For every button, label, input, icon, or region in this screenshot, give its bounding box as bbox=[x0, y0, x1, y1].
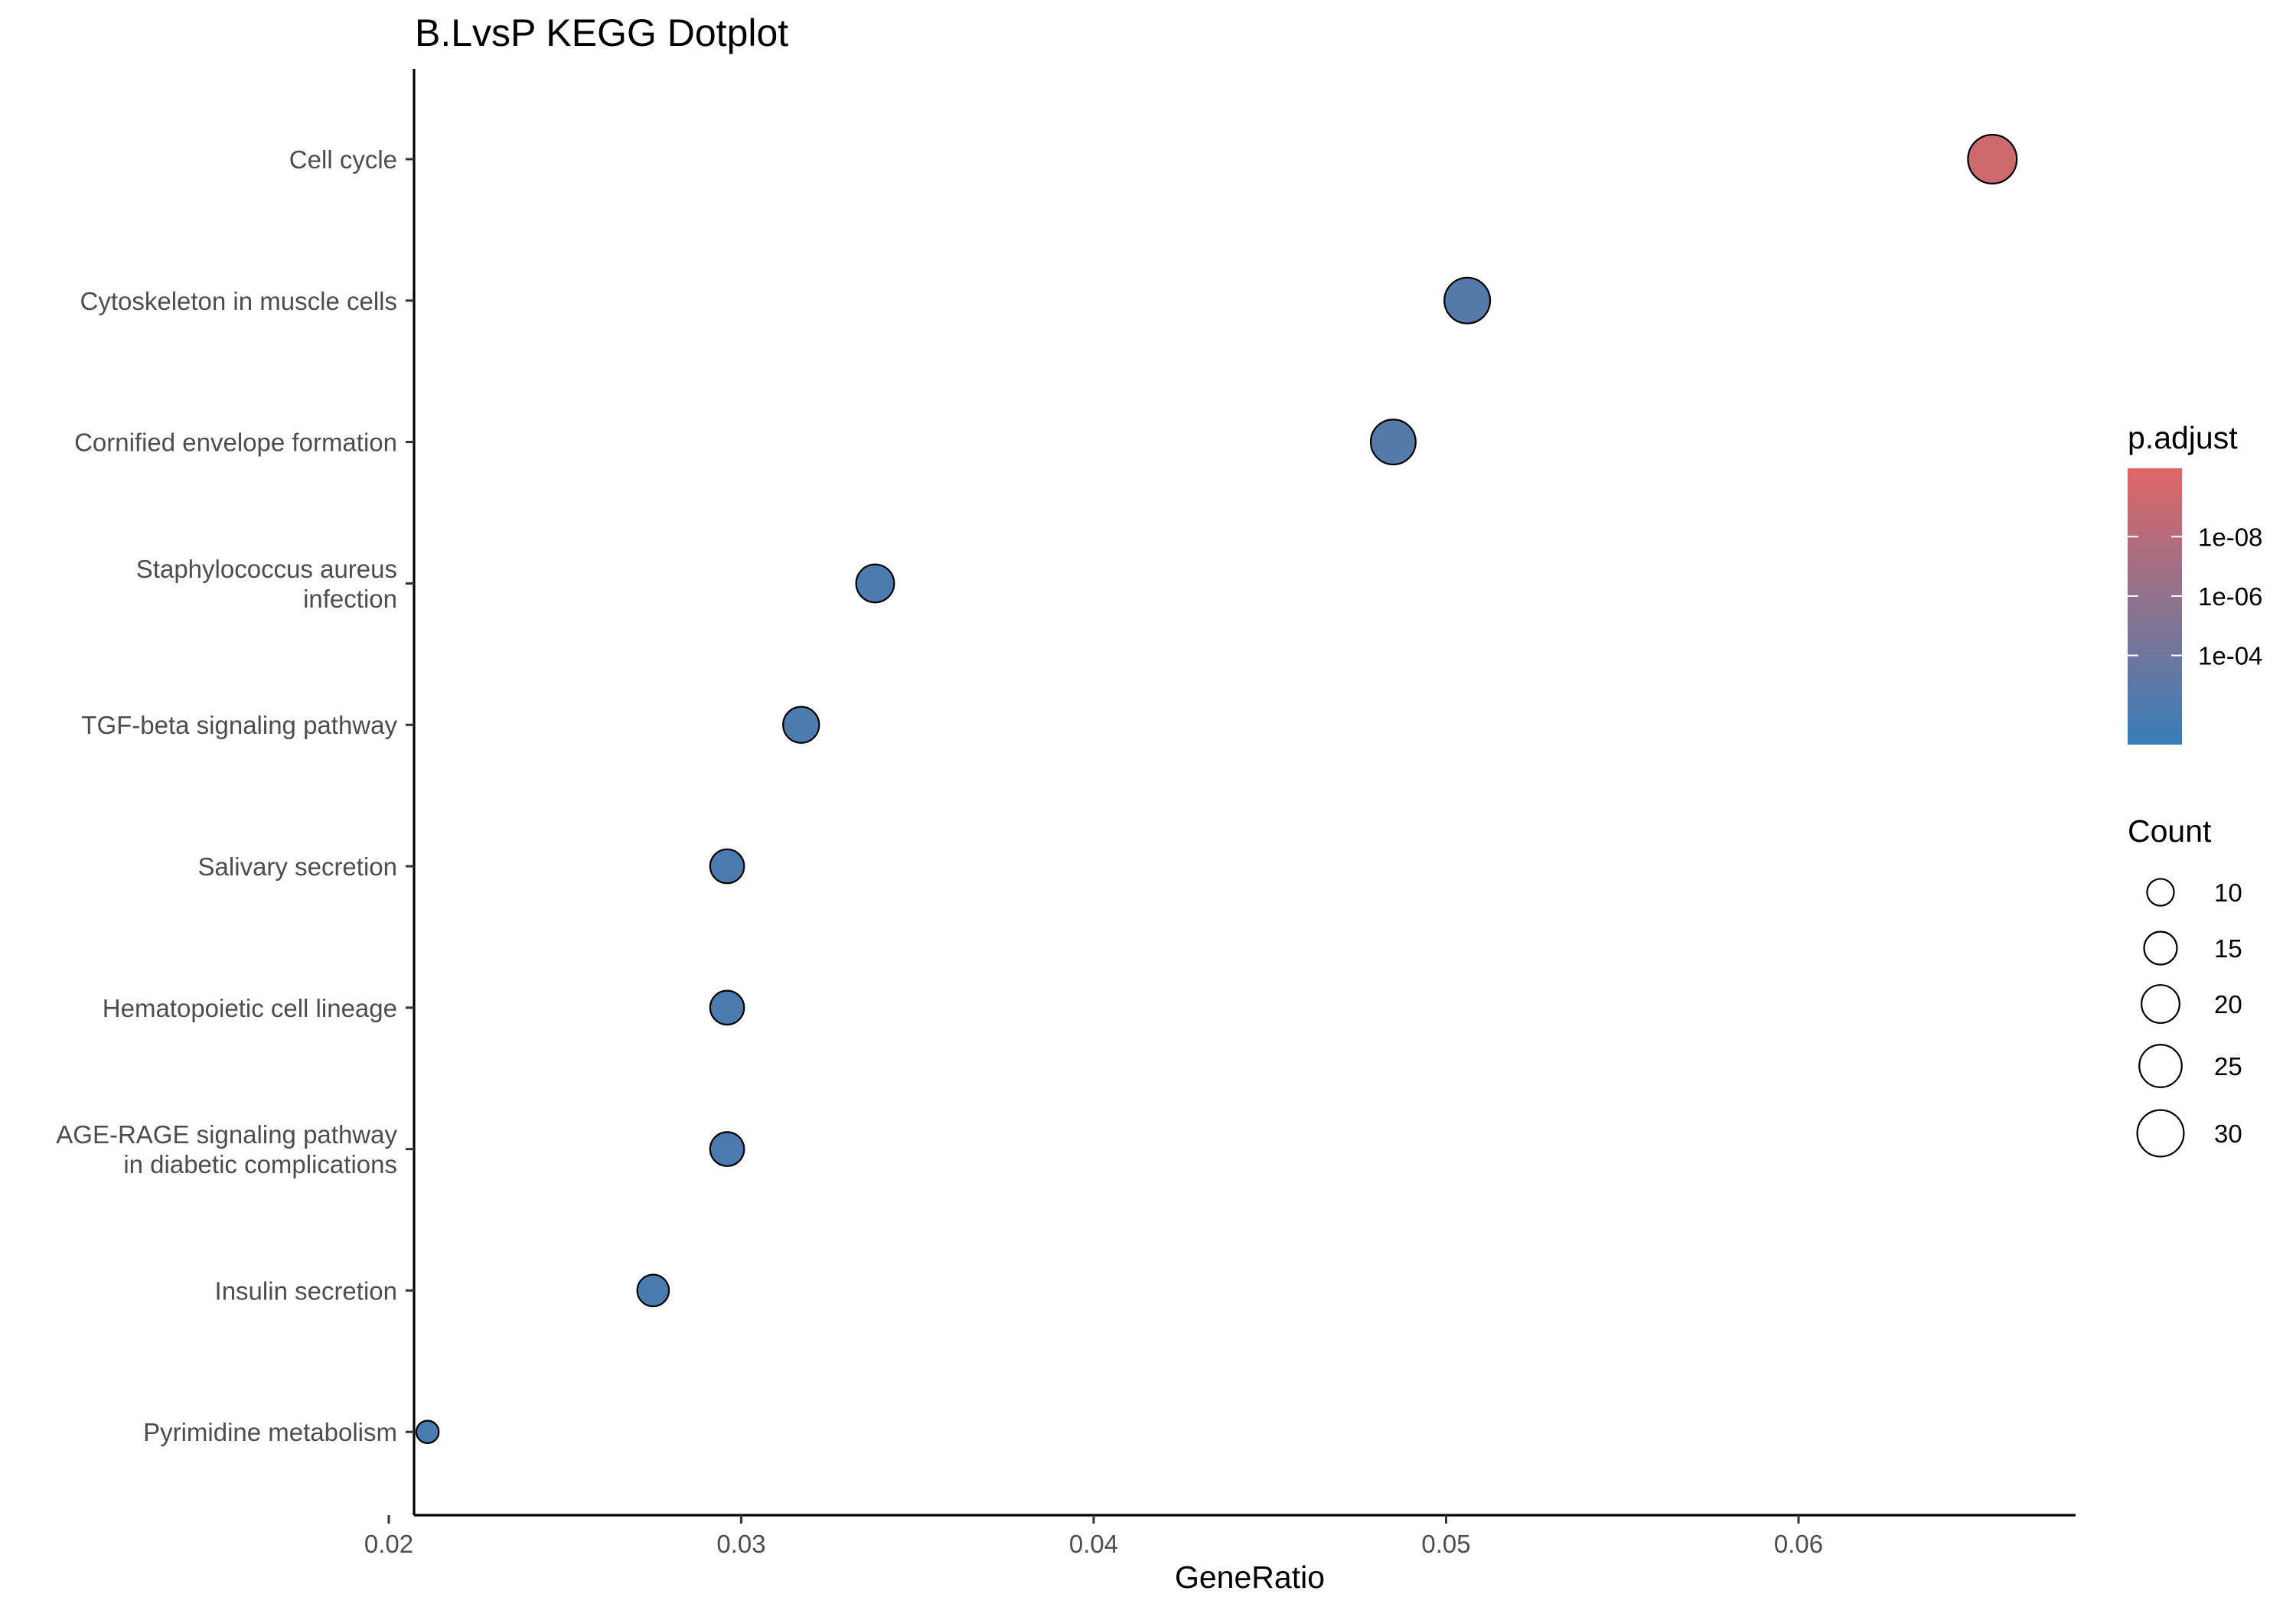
x-tick-label: 0.05 bbox=[1421, 1530, 1470, 1558]
colorbar-tick-label: 1e-04 bbox=[2198, 642, 2262, 670]
chart-title: B.LvsP KEGG Dotplot bbox=[415, 11, 788, 54]
y-tick-label: TGF-beta signaling pathway bbox=[81, 711, 397, 739]
x-axis-label: GeneRatio bbox=[1175, 1560, 1325, 1595]
p-adjust-legend: p.adjust 1e-08 1e-06 1e-04 bbox=[2128, 420, 2262, 745]
data-point bbox=[415, 1420, 440, 1444]
colorbar-tick-label: 1e-06 bbox=[2198, 582, 2262, 611]
y-tick-label: AGE-RAGE signaling pathway bbox=[56, 1120, 397, 1149]
x-tick-label: 0.04 bbox=[1069, 1530, 1118, 1558]
x-tick-label: 0.02 bbox=[364, 1530, 413, 1558]
y-tick-label: Staphylococcus aureus bbox=[136, 555, 397, 583]
y-tick-label: in diabetic complications bbox=[123, 1150, 397, 1178]
data-point bbox=[855, 563, 895, 604]
size-key-label: 30 bbox=[2214, 1120, 2242, 1148]
y-tick-label: Cell cycle bbox=[289, 145, 397, 174]
count-legend: Count 10 15 20 25 30 bbox=[2128, 813, 2242, 1158]
size-key-label: 15 bbox=[2214, 934, 2242, 963]
count-legend-title: Count bbox=[2128, 813, 2212, 849]
plot-area: 0.02 0.03 0.04 0.05 0.06 Cell cycle Cytoskelet… bbox=[56, 69, 2076, 1558]
data-point bbox=[782, 706, 820, 744]
y-tick-label: Cornified envelope formation bbox=[74, 429, 397, 457]
x-tick-label: 0.03 bbox=[716, 1530, 765, 1558]
size-key-circle bbox=[2141, 984, 2180, 1024]
data-point bbox=[1369, 419, 1417, 466]
p-adjust-legend-title: p.adjust bbox=[2128, 420, 2238, 455]
y-tick-label: infection bbox=[303, 585, 397, 613]
data-point bbox=[709, 989, 745, 1026]
x-tick-label: 0.06 bbox=[1774, 1530, 1823, 1558]
y-tick-label: Hematopoietic cell lineage bbox=[103, 994, 397, 1022]
size-key-label: 25 bbox=[2214, 1052, 2242, 1081]
data-point bbox=[709, 1131, 745, 1167]
size-key-label: 10 bbox=[2214, 878, 2242, 907]
y-tick-label: Pyrimidine metabolism bbox=[143, 1418, 397, 1446]
p-adjust-colorbar bbox=[2128, 468, 2182, 745]
colorbar-tick-label: 1e-08 bbox=[2198, 523, 2262, 551]
data-point bbox=[1967, 134, 2018, 184]
size-key-circle bbox=[2143, 931, 2178, 966]
y-tick-label: Insulin secretion bbox=[215, 1276, 397, 1305]
y-tick-label: Cytoskeleton in muscle cells bbox=[80, 287, 398, 315]
size-key-circle bbox=[2146, 878, 2175, 907]
size-key-label: 20 bbox=[2214, 990, 2242, 1019]
data-point bbox=[1443, 276, 1492, 324]
size-key-circle bbox=[2136, 1109, 2185, 1158]
data-point bbox=[636, 1273, 670, 1308]
size-key-circle bbox=[2138, 1044, 2183, 1088]
y-tick-label: Salivary secretion bbox=[198, 852, 397, 881]
data-point bbox=[709, 848, 745, 885]
